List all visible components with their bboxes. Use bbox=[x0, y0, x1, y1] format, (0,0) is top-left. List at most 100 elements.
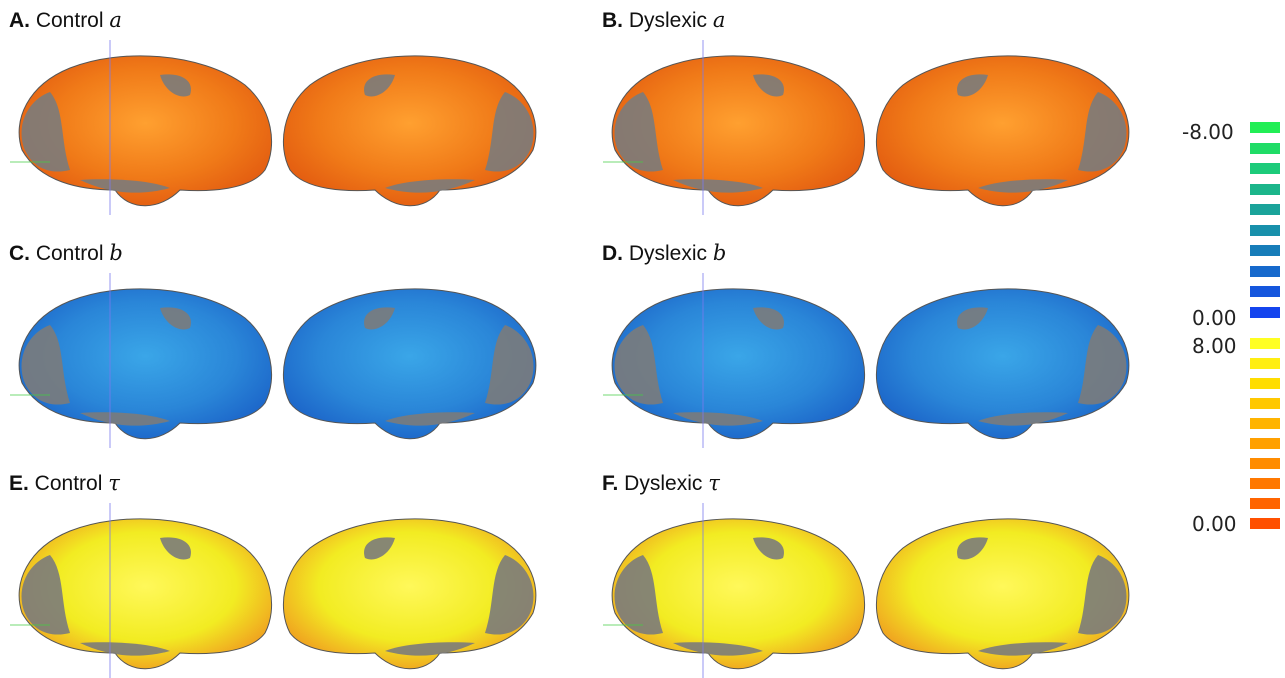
panel-dyslexic-b: D. Dyslexic b bbox=[598, 241, 1158, 448]
panel-group: Dyslexic bbox=[623, 9, 713, 32]
panel-letter: E. bbox=[9, 472, 29, 495]
cortex-gray-patch bbox=[160, 74, 191, 97]
cortex-gray-patch bbox=[614, 325, 663, 405]
brain-surface-pair bbox=[603, 503, 1130, 678]
left-hemisphere bbox=[611, 55, 866, 207]
colorbar-label-mid-pos: 8.00 bbox=[1192, 334, 1237, 358]
colorbar-swatch-positive bbox=[1250, 498, 1280, 509]
cortex-gray-patch bbox=[978, 179, 1068, 193]
cortex-gray-patch bbox=[614, 555, 663, 635]
left-hemisphere bbox=[18, 288, 273, 440]
cortex-gray-patch bbox=[385, 642, 475, 656]
brain-surface-pair bbox=[10, 273, 537, 448]
cortex-gray-patch bbox=[957, 74, 988, 97]
cortex-gray-patch bbox=[957, 307, 988, 330]
colorbar-swatch-negative bbox=[1250, 122, 1280, 133]
brain-surface-pair bbox=[603, 40, 1130, 215]
panel-param: b bbox=[109, 241, 123, 265]
panel-param: a bbox=[109, 8, 122, 32]
panel-param: b bbox=[712, 241, 727, 265]
cortex-gray-patch bbox=[673, 642, 763, 656]
panel-group: Control bbox=[28, 472, 109, 495]
colorbar-swatch-positive bbox=[1250, 518, 1280, 529]
brain-surface-pair bbox=[10, 40, 537, 215]
panel-group: Control bbox=[30, 9, 110, 32]
panel-param: τ bbox=[108, 471, 120, 495]
colorbar-swatch-negative bbox=[1250, 286, 1280, 297]
cortex-gray-patch bbox=[753, 537, 784, 560]
cortex-gray-patch bbox=[21, 325, 70, 405]
cortex-gray-patch bbox=[80, 642, 170, 656]
right-hemisphere bbox=[282, 55, 537, 207]
cortex-gray-patch bbox=[364, 74, 395, 97]
brain-surface-pair bbox=[10, 503, 537, 678]
colorbar-label-bottom: 0.00 bbox=[1192, 512, 1237, 536]
panel-dyslexic-a: B. Dyslexic a bbox=[598, 8, 1158, 215]
cortex-gray-patch bbox=[978, 642, 1068, 656]
panel-label: B. Dyslexic a bbox=[602, 8, 725, 33]
cortex-gray-patch bbox=[1078, 555, 1127, 635]
cortex-gray-patch bbox=[753, 307, 784, 330]
panel-letter: B. bbox=[602, 9, 623, 32]
colorbar-swatch-positive bbox=[1250, 338, 1280, 349]
cortex-gray-patch bbox=[614, 92, 663, 172]
cortex-gray-patch bbox=[957, 537, 988, 560]
panel-label: C. Control b bbox=[9, 241, 123, 266]
panel-label: D. Dyslexic b bbox=[602, 241, 726, 266]
right-hemisphere bbox=[875, 288, 1130, 440]
colorbar-swatch-positive bbox=[1250, 358, 1280, 369]
colorbar-swatch-positive bbox=[1250, 438, 1280, 449]
colorbar-swatch-negative bbox=[1250, 265, 1280, 277]
panel-control-b: C. Control b bbox=[5, 241, 565, 448]
cortex-gray-patch bbox=[1078, 92, 1127, 172]
colorbar-swatch-negative bbox=[1250, 204, 1280, 215]
cortex-gray-patch bbox=[385, 412, 475, 426]
colorbar-swatch-negative bbox=[1250, 224, 1280, 236]
colorbar-swatch-positive bbox=[1250, 418, 1280, 429]
panel-group: Dyslexic bbox=[623, 242, 713, 265]
panel-letter: D. bbox=[602, 242, 623, 265]
cortex-gray-patch bbox=[80, 412, 170, 426]
panel-label: E. Control τ bbox=[9, 471, 120, 496]
right-hemisphere bbox=[282, 288, 537, 440]
panel-letter: F. bbox=[602, 472, 619, 495]
cortex-gray-patch bbox=[485, 92, 534, 172]
colorbar-label-top: -8.00 bbox=[1182, 120, 1234, 144]
colorbar-swatch-negative bbox=[1250, 183, 1280, 195]
panel-control-tau: E. Control τ bbox=[5, 471, 565, 678]
left-hemisphere bbox=[18, 55, 273, 207]
colorbar-swatch-negative bbox=[1250, 306, 1280, 318]
panel-label: A. Control a bbox=[9, 8, 122, 33]
right-hemisphere bbox=[282, 518, 537, 670]
cortex-gray-patch bbox=[21, 92, 70, 172]
panel-letter: C. bbox=[9, 242, 30, 265]
panel-label: F. Dyslexic τ bbox=[602, 471, 720, 496]
right-hemisphere bbox=[875, 55, 1130, 207]
panel-control-a: A. Control a bbox=[5, 8, 565, 215]
cortex-gray-patch bbox=[385, 179, 475, 193]
colorbar-label-mid-neg: 0.00 bbox=[1192, 306, 1237, 330]
cortex-gray-patch bbox=[978, 412, 1068, 426]
left-hemisphere bbox=[611, 518, 866, 670]
colorbar-swatch-negative bbox=[1250, 142, 1280, 154]
panel-group: Dyslexic bbox=[618, 472, 709, 495]
colorbar-swatch-positive bbox=[1250, 398, 1280, 409]
cortex-gray-patch bbox=[364, 307, 395, 330]
left-hemisphere bbox=[18, 518, 273, 670]
colorbar-swatch-positive bbox=[1250, 478, 1280, 489]
cortex-gray-patch bbox=[485, 555, 534, 635]
cortex-gray-patch bbox=[1078, 325, 1127, 405]
colorbar-swatch-positive bbox=[1250, 378, 1280, 389]
panel-group: Control bbox=[30, 242, 110, 265]
panel-letter: A. bbox=[9, 9, 30, 32]
cortex-gray-patch bbox=[753, 74, 784, 97]
colorbar-swatch-negative bbox=[1250, 163, 1280, 174]
panel-param: a bbox=[712, 8, 726, 32]
brain-surface-pair bbox=[603, 273, 1130, 448]
cortex-gray-patch bbox=[160, 307, 191, 330]
cortex-gray-patch bbox=[364, 537, 395, 560]
cortex-gray-patch bbox=[673, 412, 763, 426]
cortex-gray-patch bbox=[160, 537, 191, 560]
left-hemisphere bbox=[611, 288, 866, 440]
panel-param: τ bbox=[708, 471, 720, 495]
